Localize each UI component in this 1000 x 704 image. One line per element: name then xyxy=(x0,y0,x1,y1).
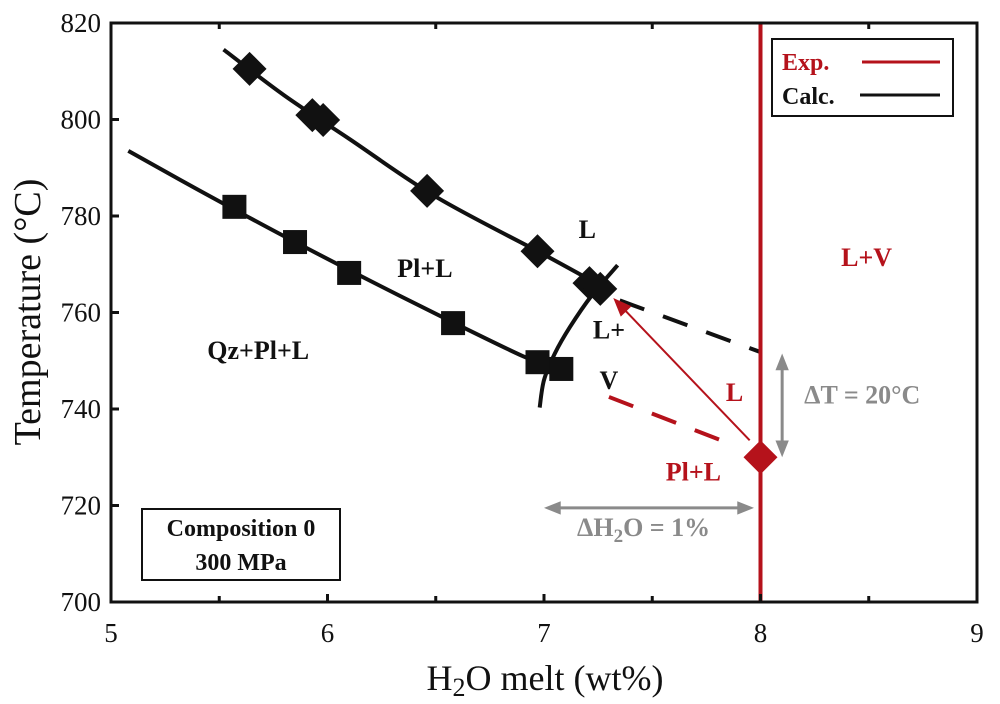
marker-exp-point xyxy=(743,440,778,475)
legend: Exp. Calc. xyxy=(771,38,954,117)
marker-calc-liquidus-pl-l-l xyxy=(306,102,341,137)
annotation-arrows xyxy=(544,298,789,515)
marker-calc-liquidus-pl-l-l xyxy=(583,271,618,306)
marker-calc-liquidus-pl-l-l xyxy=(410,173,445,208)
label-delta-t: ΔT = 20°C xyxy=(804,381,920,410)
info-box-line-1: Composition 0 xyxy=(167,516,316,542)
marker-calc-liquidus-pl-l-l xyxy=(232,51,267,86)
label-delta-h2o-pre: ΔH xyxy=(577,513,614,542)
label-qz-pl-l: Qz+Pl+L xyxy=(207,336,309,365)
exp-to-calc-arrow-shaft xyxy=(623,308,751,442)
composition-info-box: Composition 0 300 MPa xyxy=(141,508,341,581)
marker-calc-qz-in-qz-pl-l-pl-l xyxy=(549,356,574,381)
line-calc-extrapolated-liquidus xyxy=(619,298,762,354)
line-exp-liquidus xyxy=(608,395,725,444)
label-delta-h2o: ΔH2O = 1% xyxy=(577,513,710,547)
arrow-head xyxy=(544,501,561,515)
label-l-plus: L+ xyxy=(593,315,625,344)
y-tick-label: 740 xyxy=(61,394,102,424)
marker-calc-qz-in-qz-pl-l-pl-l xyxy=(337,260,362,285)
label-v: V xyxy=(600,366,619,395)
x-tick-label: 9 xyxy=(970,618,984,648)
arrow-head xyxy=(737,501,755,515)
y-tick-label: 800 xyxy=(61,105,102,135)
legend-label-calc: Calc. xyxy=(782,84,835,110)
y-axis-label: Temperature (°C) xyxy=(7,179,49,446)
x-axis-label-post: O melt (wt%) xyxy=(466,658,664,698)
y-tick-label: 700 xyxy=(61,587,102,617)
y-tick-label: 720 xyxy=(61,491,102,521)
x-tick-label: 7 xyxy=(537,618,551,648)
arrow-head xyxy=(775,353,789,371)
label-delta-h2o-sub: 2 xyxy=(614,526,624,547)
label-pl-l: Pl+L xyxy=(397,254,452,283)
x-tick-label: 5 xyxy=(104,618,118,648)
x-axis-label-sub: 2 xyxy=(453,673,466,702)
arrow-head xyxy=(613,298,632,317)
marker-calc-liquidus-pl-l-l xyxy=(520,234,555,269)
y-tick-label: 780 xyxy=(61,201,102,231)
label-exp-l: L xyxy=(726,378,743,407)
info-box-line-2: 300 MPa xyxy=(195,550,286,576)
x-tick-label: 6 xyxy=(321,618,335,648)
x-tick-label: 8 xyxy=(754,618,768,648)
marker-calc-qz-in-qz-pl-l-pl-l xyxy=(441,311,466,336)
label-l-v: L+V xyxy=(841,243,892,272)
marker-calc-qz-in-qz-pl-l-pl-l xyxy=(222,194,247,219)
line-calc-qz-in-qz-pl-l-pl-l xyxy=(127,149,545,366)
series-markers xyxy=(222,51,778,475)
label-delta-h2o-post: O = 1% xyxy=(623,513,710,542)
axes: 700 720 740 760 780 800 820 5 6 7 8 9 xyxy=(61,8,984,648)
marker-calc-qz-in-qz-pl-l-pl-l xyxy=(283,230,308,255)
legend-box xyxy=(771,38,954,117)
info-box-border xyxy=(141,508,341,581)
legend-label-exp: Exp. xyxy=(782,50,829,76)
label-exp-pl-l: Pl+L xyxy=(666,458,721,487)
marker-calc-qz-in-qz-pl-l-pl-l xyxy=(525,350,550,375)
label-l: L xyxy=(579,215,596,244)
x-axis-label-pre: H xyxy=(427,658,453,698)
arrow-head xyxy=(775,440,789,458)
y-tick-label: 820 xyxy=(61,8,102,38)
y-tick-label: 760 xyxy=(61,298,102,328)
x-axis-label: H2O melt (wt%) xyxy=(427,658,664,702)
